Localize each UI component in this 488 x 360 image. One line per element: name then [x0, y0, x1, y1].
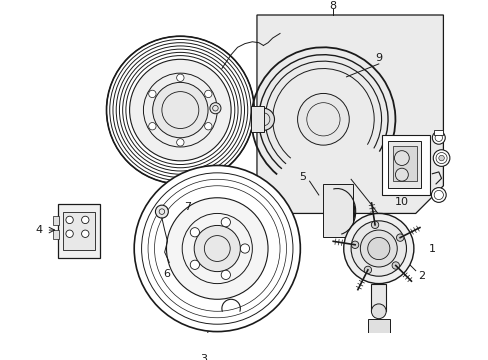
- Circle shape: [66, 230, 73, 238]
- Circle shape: [431, 131, 445, 144]
- Circle shape: [190, 260, 199, 269]
- Circle shape: [438, 155, 444, 161]
- Bar: [58, 204, 100, 258]
- Circle shape: [432, 150, 449, 166]
- Text: 6: 6: [163, 269, 170, 279]
- Circle shape: [176, 139, 183, 146]
- Circle shape: [176, 74, 183, 81]
- Circle shape: [221, 217, 230, 227]
- Circle shape: [351, 241, 358, 248]
- Circle shape: [204, 90, 212, 98]
- Circle shape: [297, 94, 348, 145]
- Circle shape: [240, 244, 249, 253]
- Text: 3: 3: [200, 354, 206, 360]
- Circle shape: [194, 225, 240, 271]
- Circle shape: [148, 122, 156, 130]
- Bar: [381, 135, 428, 195]
- Circle shape: [394, 151, 408, 166]
- Circle shape: [430, 188, 445, 202]
- Circle shape: [166, 198, 267, 299]
- Text: 1: 1: [428, 243, 435, 253]
- Circle shape: [371, 304, 386, 319]
- Bar: [53, 216, 59, 225]
- Circle shape: [343, 213, 413, 284]
- Circle shape: [152, 82, 207, 138]
- Polygon shape: [256, 15, 443, 213]
- Bar: [63, 212, 94, 250]
- Text: 8: 8: [328, 1, 336, 11]
- Circle shape: [209, 103, 221, 114]
- Text: 10: 10: [394, 197, 408, 207]
- Circle shape: [66, 216, 73, 224]
- Circle shape: [396, 234, 403, 241]
- Bar: [53, 230, 59, 239]
- Circle shape: [81, 216, 89, 224]
- Circle shape: [391, 262, 399, 269]
- Circle shape: [148, 90, 156, 98]
- Circle shape: [370, 221, 378, 229]
- Circle shape: [395, 168, 407, 181]
- Text: 9: 9: [374, 53, 382, 63]
- Circle shape: [252, 108, 274, 130]
- Bar: [387, 141, 420, 188]
- Circle shape: [129, 59, 231, 161]
- Circle shape: [367, 238, 389, 260]
- Bar: [433, 130, 443, 135]
- Bar: [323, 184, 352, 238]
- Bar: [371, 284, 386, 311]
- Text: 5: 5: [299, 171, 306, 181]
- Circle shape: [350, 221, 406, 276]
- Circle shape: [221, 270, 230, 279]
- Circle shape: [155, 205, 168, 218]
- Circle shape: [190, 228, 199, 237]
- Text: 2: 2: [418, 271, 425, 281]
- Bar: [367, 319, 389, 333]
- Circle shape: [204, 122, 212, 130]
- Circle shape: [364, 266, 371, 274]
- Bar: [392, 146, 416, 181]
- Text: 7: 7: [184, 202, 191, 212]
- Bar: [251, 106, 264, 132]
- Circle shape: [81, 230, 89, 238]
- Text: 4: 4: [36, 225, 42, 235]
- Circle shape: [360, 230, 396, 267]
- Circle shape: [134, 166, 300, 332]
